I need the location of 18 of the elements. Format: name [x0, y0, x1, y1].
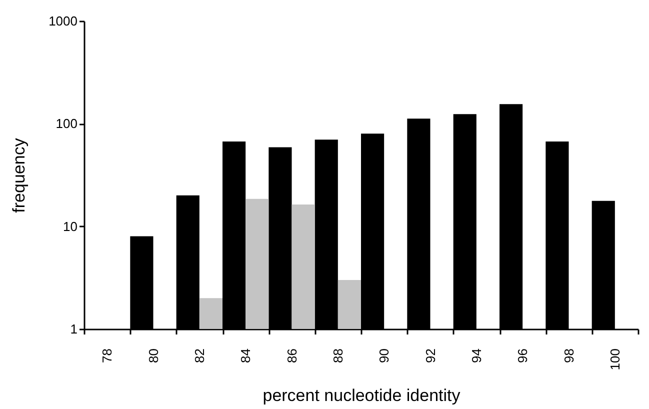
y-tick-label: 100: [56, 116, 78, 132]
x-tick-label: 94: [468, 348, 484, 363]
y-tick-label: 1000: [48, 14, 78, 28]
y-tick-label: 1: [70, 322, 78, 336]
x-tick-label: 88: [330, 348, 346, 363]
x-tick-label: 80: [146, 348, 161, 363]
y-axis-title: frequency: [10, 138, 29, 213]
x-tick-label: 86: [284, 348, 300, 363]
x-tick-label: 98: [561, 348, 576, 363]
x-tick-label: 96: [515, 348, 530, 363]
y-tick-label: 10: [63, 218, 78, 234]
x-tick-label: 84: [238, 348, 254, 363]
x-tick-label: 100: [607, 348, 622, 370]
x-tick-label: 82: [192, 348, 207, 363]
x-tick-label: 78: [100, 348, 115, 363]
x-axis-title: percent nucleotide identity: [262, 386, 461, 406]
x-tick-label: 90: [376, 348, 392, 363]
x-tick-label: 92: [422, 348, 438, 363]
